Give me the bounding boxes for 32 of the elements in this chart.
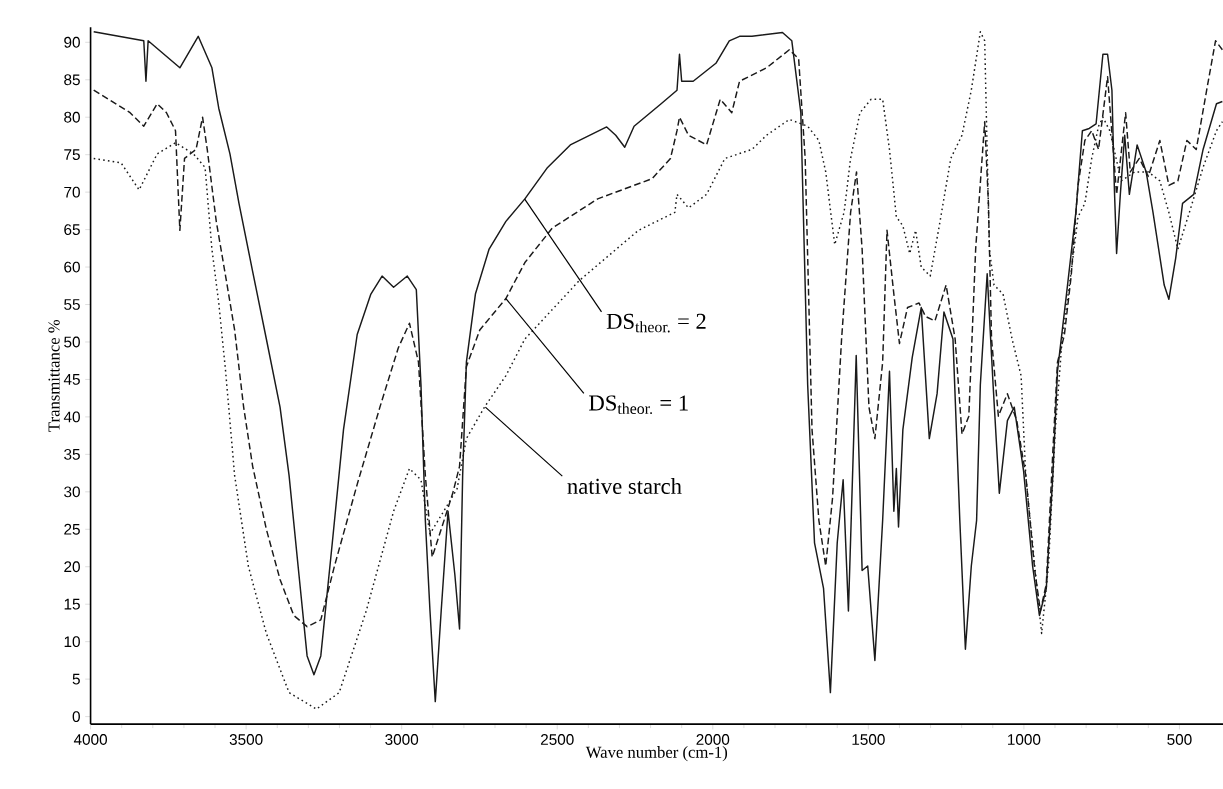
annotation: DS$_{theor.}$ = 2: [606, 313, 706, 333]
y-tick-label: 50: [64, 336, 80, 348]
y-axis-title: Transmittance %: [48, 319, 60, 432]
y-tick-label: 90: [64, 36, 80, 48]
x-tick-label: 3500: [229, 733, 263, 745]
x-tick-label: 2500: [540, 733, 574, 745]
y-tick-label: 45: [63, 373, 80, 385]
y-tick-label: 5: [72, 673, 80, 685]
y-tick-label: 60: [64, 261, 80, 273]
y-tick-label: 65: [64, 224, 80, 235]
y-tick-label: 55: [64, 299, 80, 310]
y-tick-label: 85: [64, 74, 80, 86]
y-tick-label: 70: [64, 186, 80, 198]
y-tick-label: 25: [64, 523, 80, 535]
y-tick-label: 15: [64, 598, 80, 610]
x-tick-label: 2000: [696, 733, 730, 745]
y-tick-label: 75: [64, 149, 80, 160]
x-tick-label: 3000: [385, 733, 419, 745]
y-tick-label: 0: [72, 710, 80, 722]
x-tick-label: 4000: [73, 733, 108, 745]
y-tick-label: 10: [64, 636, 80, 647]
x-tick-label: 1000: [1008, 733, 1041, 745]
annotation: DS$_{theor.}$ = 1: [589, 395, 688, 414]
y-tick-label: 30: [64, 486, 80, 498]
annotation: native starch: [567, 477, 682, 494]
y-tick-label: 80: [64, 111, 80, 123]
y-tick-label: 20: [64, 561, 80, 572]
y-tick-label: 35: [64, 448, 80, 460]
x-tick-label: 1500: [852, 733, 885, 745]
x-axis-title: Wave number (cm-1): [585, 745, 728, 762]
x-tick-label: 500: [1167, 733, 1192, 745]
y-tick-label: 40: [63, 411, 80, 423]
